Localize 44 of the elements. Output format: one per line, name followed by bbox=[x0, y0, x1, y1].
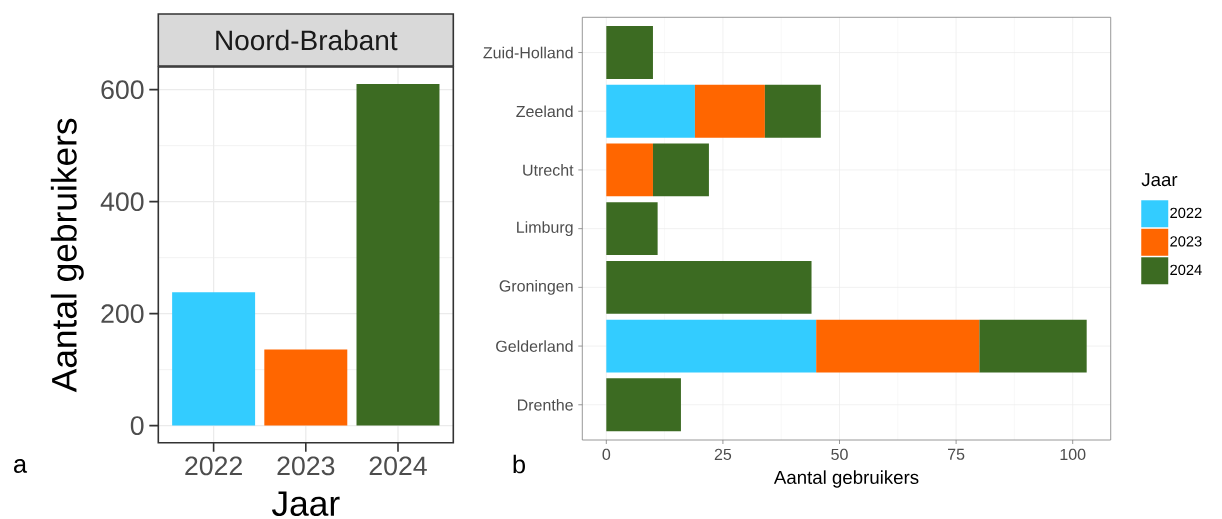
x-tick-label: 25 bbox=[714, 448, 732, 461]
bar bbox=[606, 260, 812, 314]
bar bbox=[264, 349, 348, 426]
legend-title: Jaar bbox=[1141, 173, 1178, 187]
y-tick-label: 400 bbox=[100, 192, 144, 212]
bar bbox=[979, 319, 1087, 373]
legend-label: 2023 bbox=[1170, 236, 1202, 247]
y-tick-label: Gelderland bbox=[496, 340, 573, 352]
x-tick-label: 50 bbox=[831, 448, 848, 461]
x-tick-label: 2022 bbox=[185, 456, 242, 476]
x-axis-title: Aantal gebruikers bbox=[773, 470, 919, 488]
y-tick-label: 200 bbox=[101, 304, 144, 324]
bar bbox=[606, 26, 653, 79]
y-axis-title: Aantal gebruikers bbox=[50, 118, 84, 393]
bar bbox=[606, 143, 653, 197]
y-tick-label: Utrecht bbox=[523, 164, 574, 176]
text: a bbox=[14, 459, 28, 473]
x-tick-label: 100 bbox=[1060, 448, 1086, 461]
x-tick-label: 75 bbox=[948, 448, 965, 460]
y-tick-label: 600 bbox=[101, 80, 144, 100]
legend-label: 2024 bbox=[1170, 264, 1202, 276]
bar bbox=[694, 84, 765, 138]
x-tick-label: 2024 bbox=[369, 456, 427, 476]
bar bbox=[356, 84, 440, 426]
bar bbox=[172, 292, 256, 426]
x-tick-label: 2023 bbox=[277, 456, 335, 476]
y-tick-label: Limburg bbox=[517, 221, 573, 237]
x-tick-label: 0 bbox=[602, 448, 611, 461]
bar bbox=[652, 143, 709, 197]
text: b bbox=[513, 454, 525, 474]
y-tick-label: Groningen bbox=[499, 279, 573, 295]
x-axis-title: Jaar bbox=[271, 491, 340, 517]
bar bbox=[606, 378, 681, 432]
y-tick-label: Drenthe bbox=[517, 398, 573, 411]
bar bbox=[816, 319, 980, 373]
bar bbox=[606, 84, 695, 138]
bar bbox=[606, 202, 658, 256]
y-tick-label: 0 bbox=[130, 416, 144, 436]
legend-label: 2022 bbox=[1170, 207, 1202, 219]
y-tick-label: Zeeland bbox=[516, 105, 573, 118]
y-tick-label: Zuid-Holland bbox=[483, 46, 573, 59]
chart-title: Noord-Brabant bbox=[216, 29, 398, 51]
bar bbox=[606, 319, 817, 373]
bar bbox=[764, 84, 821, 138]
